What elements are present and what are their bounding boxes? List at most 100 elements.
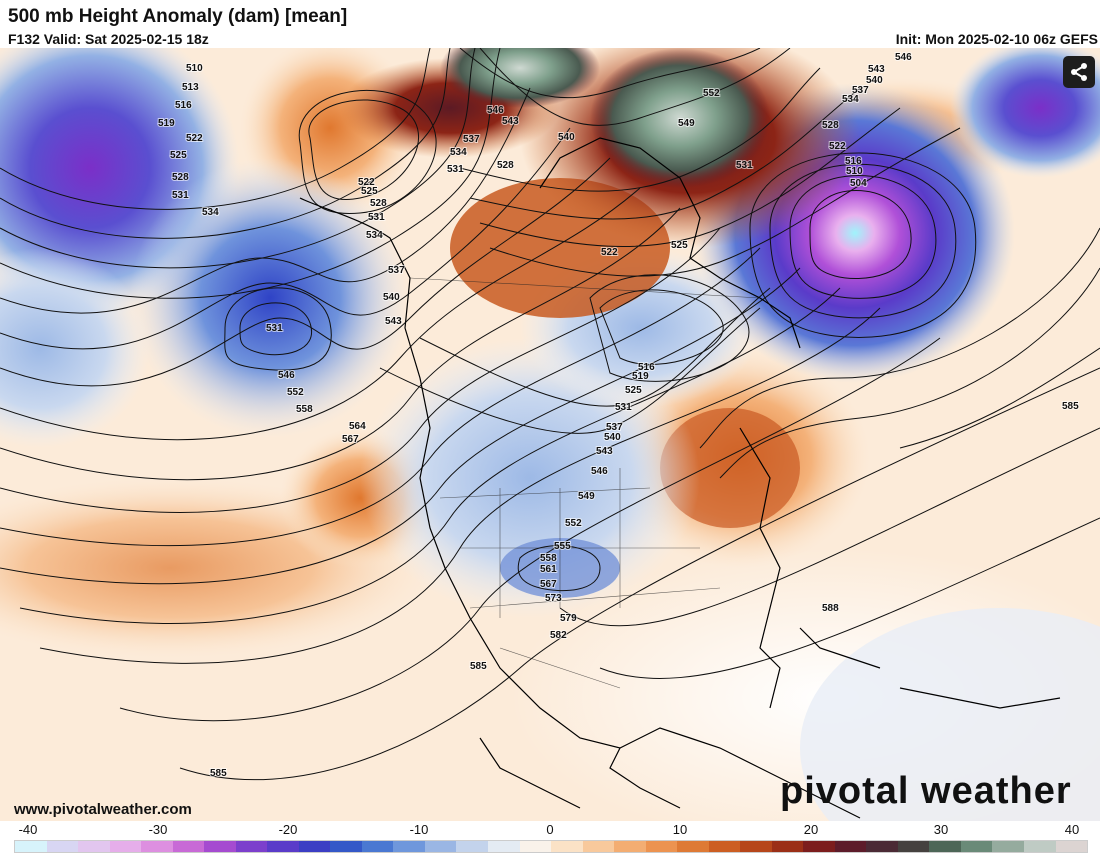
svg-text:534: 534 bbox=[366, 230, 383, 241]
svg-text:531: 531 bbox=[615, 402, 632, 413]
svg-text:528: 528 bbox=[370, 198, 387, 209]
colorbar-swatch bbox=[834, 841, 867, 852]
svg-text:585: 585 bbox=[210, 768, 227, 779]
svg-text:558: 558 bbox=[540, 553, 557, 564]
colorbar-swatch bbox=[929, 841, 961, 852]
colorbar-swatch bbox=[141, 841, 173, 852]
svg-text:579: 579 bbox=[560, 613, 577, 624]
svg-text:582: 582 bbox=[550, 630, 567, 641]
colorbar-swatch bbox=[298, 841, 331, 852]
svg-text:567: 567 bbox=[342, 434, 359, 445]
colorbar-swatch bbox=[677, 841, 709, 852]
svg-text:585: 585 bbox=[470, 661, 487, 672]
colorbar-swatch bbox=[204, 841, 236, 852]
svg-text:522: 522 bbox=[358, 177, 375, 188]
colorbar-swatch bbox=[645, 841, 678, 852]
website-url[interactable]: www.pivotalweather.com bbox=[14, 801, 192, 818]
init-time: Init: Mon 2025-02-10 06z GEFS bbox=[895, 31, 1098, 47]
svg-text:546: 546 bbox=[591, 466, 608, 477]
contour-labels: 510 513 516 519 522 525 528 531 534 531 … bbox=[157, 51, 1080, 780]
svg-text:531: 531 bbox=[447, 164, 464, 175]
svg-text:537: 537 bbox=[388, 265, 405, 276]
svg-text:528: 528 bbox=[497, 160, 514, 171]
svg-text:531: 531 bbox=[172, 190, 189, 201]
svg-text:534: 534 bbox=[842, 94, 859, 105]
colorbar-swatches bbox=[14, 840, 1088, 853]
svg-text:525: 525 bbox=[361, 186, 378, 197]
svg-text:534: 534 bbox=[202, 207, 219, 218]
svg-text:585: 585 bbox=[1062, 401, 1079, 412]
svg-text:534: 534 bbox=[450, 147, 467, 158]
svg-text:552: 552 bbox=[287, 387, 304, 398]
svg-text:540: 540 bbox=[604, 432, 621, 443]
colorbar-swatch bbox=[992, 841, 1024, 852]
svg-text:516: 516 bbox=[845, 156, 862, 167]
svg-text:504: 504 bbox=[850, 178, 867, 189]
colorbar-swatch bbox=[172, 841, 205, 852]
share-button[interactable] bbox=[1063, 56, 1095, 88]
svg-text:531: 531 bbox=[736, 160, 753, 171]
map-title: 500 mb Height Anomaly (dam) [mean] bbox=[8, 6, 348, 27]
colorbar-tick: -30 bbox=[148, 822, 168, 837]
colorbar-swatch bbox=[456, 841, 488, 852]
svg-text:531: 531 bbox=[368, 212, 385, 223]
colorbar-swatch bbox=[78, 841, 110, 852]
colorbar-tick: 0 bbox=[546, 822, 554, 837]
svg-text:519: 519 bbox=[632, 371, 649, 382]
colorbar-tick: 40 bbox=[1064, 822, 1080, 837]
svg-text:558: 558 bbox=[296, 404, 313, 415]
svg-text:564: 564 bbox=[349, 421, 366, 432]
svg-text:573: 573 bbox=[545, 593, 562, 604]
svg-text:543: 543 bbox=[868, 64, 885, 75]
svg-text:567: 567 bbox=[540, 579, 557, 590]
colorbar-swatch bbox=[393, 841, 425, 852]
colorbar-swatch bbox=[330, 841, 362, 852]
svg-text:522: 522 bbox=[186, 133, 203, 144]
svg-text:549: 549 bbox=[678, 118, 695, 129]
colorbar-swatch bbox=[708, 841, 741, 852]
svg-text:543: 543 bbox=[596, 446, 613, 457]
svg-text:516: 516 bbox=[638, 362, 655, 373]
colorbar-swatch bbox=[614, 841, 646, 852]
svg-text:546: 546 bbox=[895, 52, 912, 63]
colorbar-tick: -10 bbox=[409, 822, 429, 837]
svg-text:561: 561 bbox=[540, 564, 557, 575]
colorbar-tick: -40 bbox=[18, 822, 38, 837]
colorbar-tick: 20 bbox=[803, 822, 819, 837]
svg-text:540: 540 bbox=[558, 132, 575, 143]
svg-text:510: 510 bbox=[846, 166, 863, 177]
colorbar-swatch bbox=[424, 841, 457, 852]
svg-text:522: 522 bbox=[601, 247, 618, 258]
svg-text:537: 537 bbox=[606, 422, 623, 433]
svg-text:552: 552 bbox=[565, 518, 582, 529]
colorbar-swatch bbox=[267, 841, 299, 852]
svg-text:516: 516 bbox=[175, 100, 192, 111]
colorbar-swatch bbox=[235, 841, 268, 852]
map-canvas: 510 513 516 519 522 525 528 531 534 531 … bbox=[0, 48, 1100, 821]
colorbar-swatch bbox=[1024, 841, 1056, 852]
svg-text:525: 525 bbox=[671, 240, 688, 251]
colorbar: -40 -30 -20 -10 0 10 20 30 40 bbox=[14, 822, 1088, 858]
svg-text:525: 525 bbox=[170, 150, 187, 161]
colorbar-swatch bbox=[15, 841, 47, 852]
colorbar-swatch bbox=[487, 841, 520, 852]
svg-text:549: 549 bbox=[578, 491, 595, 502]
colorbar-tick: 30 bbox=[933, 822, 949, 837]
colorbar-swatch bbox=[46, 841, 79, 852]
svg-text:546: 546 bbox=[278, 370, 295, 381]
anomaly-map[interactable]: 510 513 516 519 522 525 528 531 534 531 … bbox=[0, 48, 1100, 821]
colorbar-swatch bbox=[361, 841, 394, 852]
svg-text:543: 543 bbox=[385, 316, 402, 327]
colorbar-swatch bbox=[866, 841, 898, 852]
colorbar-swatch bbox=[1055, 841, 1088, 852]
svg-text:510: 510 bbox=[186, 63, 203, 74]
svg-text:513: 513 bbox=[182, 82, 199, 93]
svg-text:522: 522 bbox=[829, 141, 846, 152]
svg-text:531: 531 bbox=[266, 323, 283, 334]
svg-text:552: 552 bbox=[703, 88, 720, 99]
colorbar-swatch bbox=[109, 841, 142, 852]
pivotal-weather-logo: pivotal weather bbox=[780, 770, 1072, 812]
svg-text:528: 528 bbox=[172, 172, 189, 183]
svg-text:555: 555 bbox=[554, 541, 571, 552]
svg-text:537: 537 bbox=[852, 85, 869, 96]
